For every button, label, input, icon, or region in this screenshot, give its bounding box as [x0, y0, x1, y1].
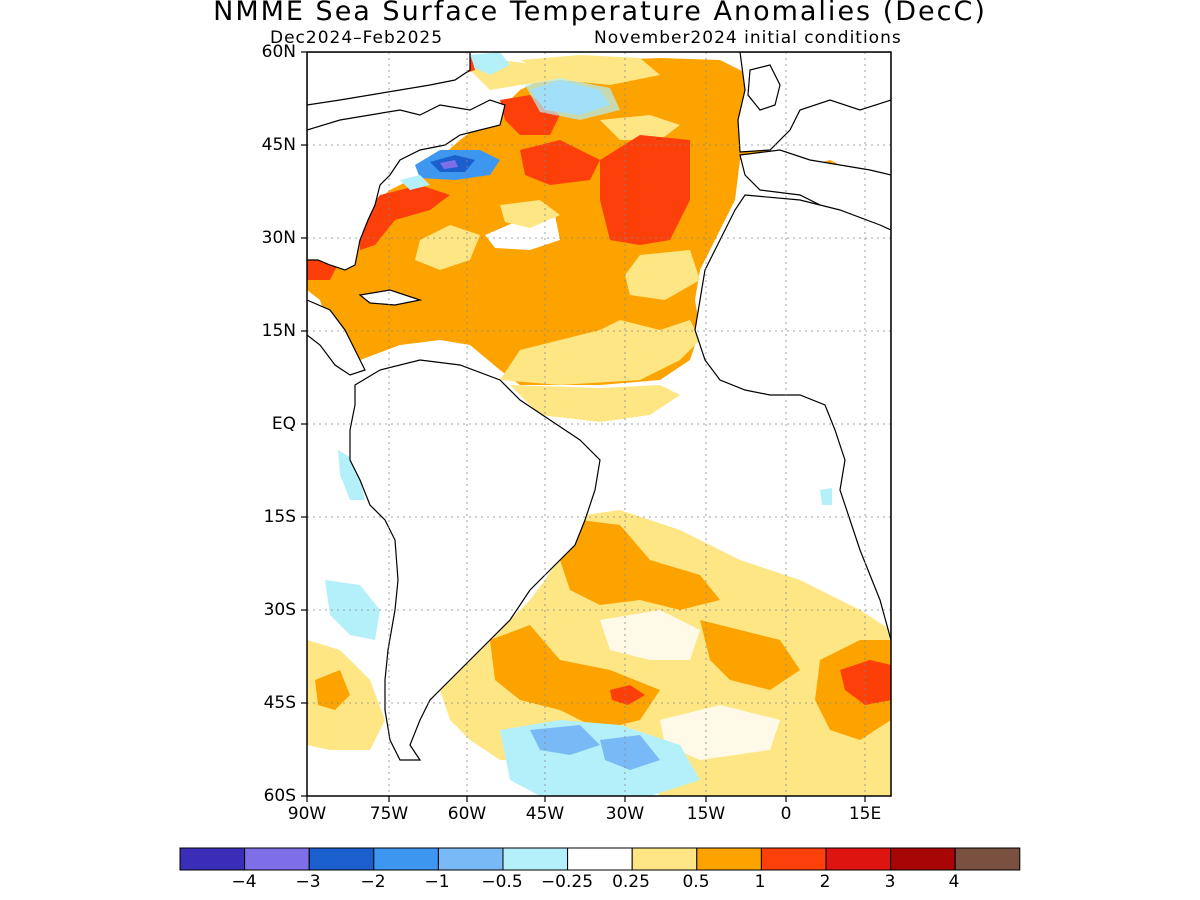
lat-label: 15N — [261, 321, 296, 341]
colorbar-label: 1 — [754, 872, 766, 892]
lat-label: 60S — [263, 786, 296, 806]
colorbar — [179, 847, 1021, 871]
colorbar-label: 0.25 — [612, 872, 650, 892]
south-atlantic-anomalies — [307, 450, 891, 796]
colorbar-label: 0.5 — [682, 872, 710, 892]
lon-label: 75W — [369, 804, 409, 824]
lat-label: 15S — [263, 507, 296, 527]
lon-label: 60W — [447, 804, 487, 824]
lat-label: EQ — [271, 414, 296, 434]
lon-label: 15W — [686, 804, 726, 824]
graticule — [307, 52, 891, 796]
colorbar-label: −0.25 — [540, 872, 594, 892]
colorbar-label: −4 — [231, 872, 257, 892]
lat-label: 30S — [263, 600, 296, 620]
lon-label: 15E — [848, 804, 882, 824]
colorbar-label: −3 — [295, 872, 321, 892]
colorbar-label: −2 — [360, 872, 386, 892]
colorbar-label: 4 — [948, 872, 960, 892]
colorbar-swatch — [373, 847, 439, 871]
lon-label: 0 — [780, 804, 792, 824]
colorbar-swatch — [308, 847, 375, 871]
colorbar-swatch — [954, 847, 1021, 871]
colorbar-swatch — [179, 847, 246, 871]
colorbar-swatch — [825, 847, 892, 871]
lon-label: 45W — [525, 804, 565, 824]
initial-conditions-label: November2024 initial conditions — [594, 28, 902, 48]
lat-label: 30N — [261, 228, 296, 248]
lat-label: 45N — [261, 135, 296, 155]
lat-label: 60N — [261, 42, 296, 62]
colorbar-swatch — [760, 847, 827, 871]
colorbar-label: 2 — [819, 872, 831, 892]
colorbar-label: −0.5 — [481, 872, 523, 892]
colorbar-label: −1 — [424, 872, 450, 892]
lon-label: 90W — [287, 804, 327, 824]
colorbar-swatch — [567, 847, 633, 871]
colorbar-swatch — [890, 847, 956, 871]
forecast-period: Dec2024–Feb2025 — [270, 28, 444, 48]
lon-label: 30W — [605, 804, 645, 824]
colorbar-label: 3 — [884, 872, 896, 892]
axis-ticks — [301, 51, 866, 802]
map-title: NMME Sea Surface Temperature Anomalies (… — [213, 0, 987, 27]
colorbar-swatch — [437, 847, 504, 871]
colorbar-swatch — [631, 847, 698, 871]
colorbar-swatch — [696, 847, 762, 871]
colorbar-swatch — [244, 847, 310, 871]
lat-label: 45S — [263, 693, 296, 713]
colorbar-swatch — [502, 847, 569, 871]
coastlines — [307, 52, 891, 761]
